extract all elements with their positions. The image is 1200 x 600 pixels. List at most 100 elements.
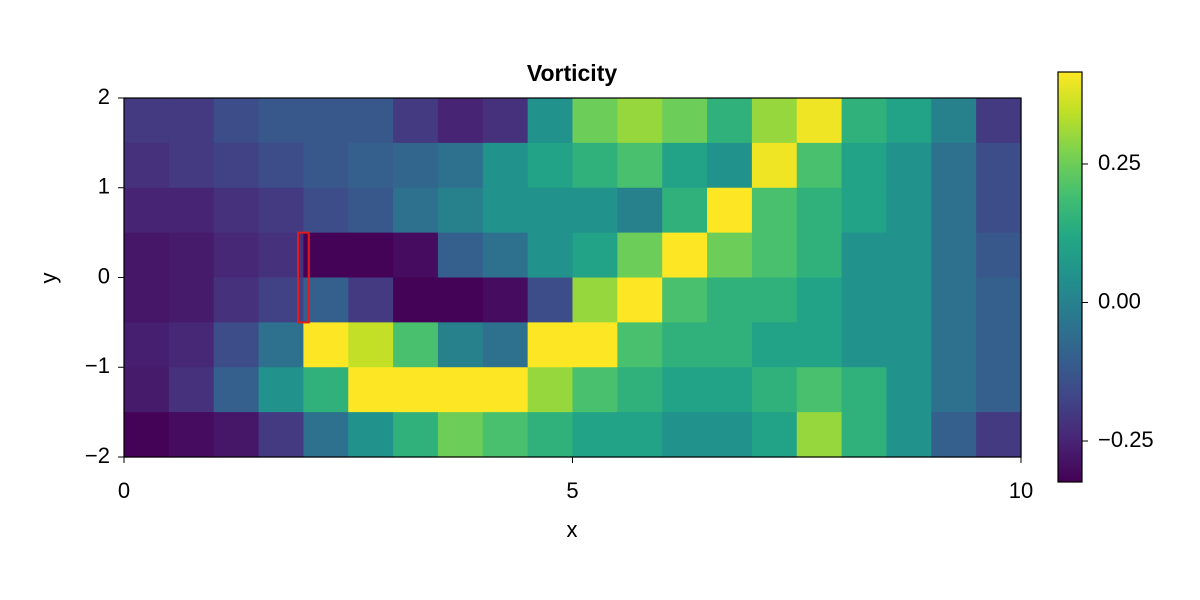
heatmap-cell [662,322,708,368]
heatmap-cell [931,367,977,413]
heatmap-cell [258,412,304,458]
heatmap-cell [437,277,484,323]
heatmap-cell [303,277,349,323]
heatmap-cell [527,187,574,234]
heatmap-cell [437,322,484,368]
heatmap-cell [976,187,1022,234]
heatmap-cell [617,412,663,458]
heatmap-cell [751,142,798,189]
chart-title: Vorticity [527,60,618,86]
y-tick-label: 2 [98,84,110,109]
heatmap-cell [707,98,753,144]
heatmap-cell [393,277,439,323]
heatmap-cell [841,142,888,189]
heatmap-cell [662,187,708,234]
heatmap-cell [572,142,618,189]
heatmap-cell [482,187,529,234]
heatmap-cell [617,322,663,368]
heatmap-cell [437,187,484,234]
heatmap-cell [527,232,574,279]
heatmap-cell [796,277,843,323]
heatmap-cell [931,98,977,144]
heatmap-cell [976,142,1022,189]
heatmap-cell [572,412,618,458]
heatmap-cell [707,412,753,458]
heatmap-cell [482,232,529,279]
heatmap-cell [527,142,574,189]
heatmap-cell [348,367,394,413]
colorbar-tick-label: −0.25 [1098,427,1154,452]
heatmap-cell [796,187,843,234]
heatmap-cell [213,277,260,323]
heatmap-cell [841,187,888,234]
heatmap-cell [527,322,574,368]
heatmap-cell [707,322,753,368]
colorbar-tick-label: 0.00 [1098,288,1141,313]
heatmap-cell [976,367,1022,413]
y-axis-label: y [36,273,61,284]
heatmap-cell [258,322,304,368]
heatmap-cell [482,98,529,144]
heatmap-cell [841,412,888,458]
heatmap-cell [393,322,439,368]
heatmap-cell [258,232,304,279]
heatmap-cell [841,232,888,279]
heatmap-cell [572,277,618,323]
heatmap-cell [348,187,394,234]
heatmap-cell [124,232,170,279]
heatmap-cell [437,367,484,413]
heatmap-cell [213,367,260,413]
heatmap-cell [886,187,932,234]
heatmap-cell [482,367,529,413]
heatmap-cell [303,412,349,458]
heatmap-cell [437,232,484,279]
heatmap-cell [258,142,304,189]
heatmap-cell [482,412,529,458]
heatmap-cell [841,322,888,368]
y-tick-label: −2 [85,443,110,468]
heatmap-cell [124,187,170,234]
heatmap-cell [124,98,170,144]
heatmap-cell [796,98,843,144]
heatmap-cell [751,367,798,413]
heatmap-cell [976,232,1022,279]
heatmap-cell [662,412,708,458]
heatmap-cell [393,412,439,458]
heatmap-cell [437,98,484,144]
heatmap-cell [124,142,170,189]
heatmap-cell [303,187,349,234]
heatmap-cell [751,187,798,234]
heatmap-cell [662,277,708,323]
heatmap-cell [303,232,349,279]
colorbar-tick-label: 0.25 [1098,150,1141,175]
heatmap-cell [931,412,977,458]
heatmap-cell [348,412,394,458]
heatmap-cell [931,277,977,323]
heatmap-cell [976,412,1022,458]
heatmap-cell [482,142,529,189]
heatmap-cell [886,98,932,144]
heatmap-cell [213,187,260,234]
heatmap-cell [931,322,977,368]
heatmap-cell [437,412,484,458]
heatmap-cell [348,232,394,279]
heatmap-cell [393,187,439,234]
heatmap-cell [931,142,977,189]
heatmap-cell [662,142,708,189]
heatmap-cell [662,232,708,279]
heatmap-cell [707,277,753,323]
heatmap-cell [572,98,618,144]
heatmap-cell [258,367,304,413]
heatmap-cell [168,232,215,279]
heatmap-cell [393,367,439,413]
heatmap-cell [707,142,753,189]
heatmap-cell [124,412,170,458]
heatmap-cell [617,142,663,189]
heatmap-cell [258,187,304,234]
heatmap-cell [751,322,798,368]
heatmap-cell [393,142,439,189]
heatmap-cell [796,232,843,279]
heatmap-cell [258,98,304,144]
heatmap-cell [976,98,1022,144]
